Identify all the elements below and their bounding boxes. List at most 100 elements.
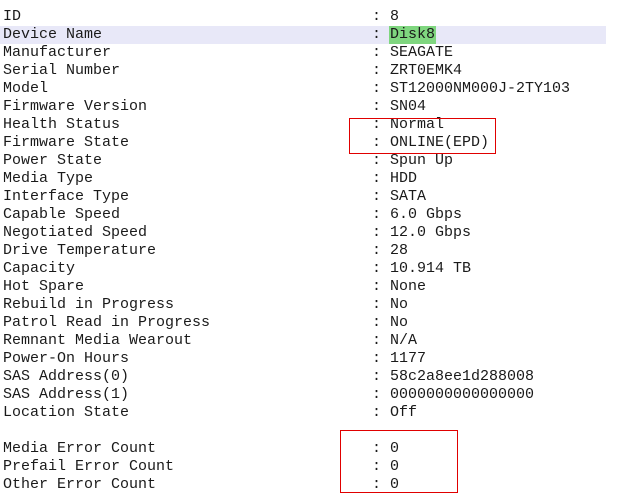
annotation-box-errors xyxy=(340,430,458,493)
property-label: Other Error Count xyxy=(3,476,157,493)
property-value: 28 xyxy=(390,242,409,259)
property-row[interactable]: Remnant Media Wearout: N/A xyxy=(0,332,606,350)
separator: : xyxy=(372,152,382,169)
property-row[interactable]: Serial Number: ZRT0EMK4 xyxy=(0,62,606,80)
property-label: Serial Number xyxy=(3,62,121,79)
separator: : xyxy=(372,8,382,25)
separator: : xyxy=(372,44,382,61)
separator: : xyxy=(372,80,382,97)
separator: : xyxy=(372,404,382,421)
property-label: Interface Type xyxy=(3,188,130,205)
property-label: ID xyxy=(3,8,22,25)
property-row[interactable]: Manufacturer: SEAGATE xyxy=(0,44,606,62)
property-row[interactable]: Prefail Error Count:0 xyxy=(0,458,606,476)
property-label: Patrol Read in Progress xyxy=(3,314,211,331)
property-row[interactable]: ID:8 xyxy=(0,8,606,26)
separator: : xyxy=(372,440,382,457)
annotation-box-health xyxy=(349,118,496,154)
property-value: Off xyxy=(390,404,418,421)
property-value: SATA xyxy=(390,188,427,205)
property-row[interactable]: Device Name: Disk8 xyxy=(0,26,606,44)
separator: : xyxy=(372,350,382,367)
property-row[interactable]: Location State: Off xyxy=(0,404,606,422)
property-row[interactable]: Media Error Count:0 xyxy=(0,440,606,458)
property-row[interactable]: Negotiated Speed:12.0 Gbps xyxy=(0,224,606,242)
property-row[interactable]: SAS Address(0):58c2a8ee1d288008 xyxy=(0,368,606,386)
property-row[interactable]: Media Type: HDD xyxy=(0,170,606,188)
property-value: 10.914 TB xyxy=(390,260,472,277)
property-value: 8 xyxy=(390,8,400,25)
property-row[interactable]: Interface Type: SATA xyxy=(0,188,606,206)
property-label: Device Name xyxy=(3,26,103,43)
property-value: SEAGATE xyxy=(390,44,454,61)
property-label: Capacity xyxy=(3,260,76,277)
property-row[interactable]: SAS Address(1):0000000000000000 xyxy=(0,386,606,404)
separator: : xyxy=(372,188,382,205)
separator: : xyxy=(372,134,382,151)
property-value: Disk8 xyxy=(389,26,437,44)
property-label: Hot Spare xyxy=(3,278,85,295)
property-label: Media Type xyxy=(3,170,94,187)
property-label: Firmware State xyxy=(3,134,130,151)
separator: : xyxy=(372,458,382,475)
property-value: ST12000NM000J-2TY103 xyxy=(390,80,571,97)
property-value: 0 xyxy=(390,476,400,493)
property-row[interactable]: Other Error Count:0 xyxy=(0,476,606,494)
property-value: ZRT0EMK4 xyxy=(390,62,463,79)
property-value: Spun Up xyxy=(390,152,454,169)
property-value: SN04 xyxy=(390,98,427,115)
property-value: 58c2a8ee1d288008 xyxy=(390,368,535,385)
property-label: Drive Temperature xyxy=(3,242,157,259)
separator: : xyxy=(372,368,382,385)
property-label: Location State xyxy=(3,404,130,421)
property-value: ONLINE(EPD) xyxy=(390,134,490,151)
property-row[interactable]: Power State: Spun Up xyxy=(0,152,606,170)
separator: : xyxy=(372,170,382,187)
separator: : xyxy=(372,116,382,133)
property-value: HDD xyxy=(390,170,418,187)
property-label: Capable Speed xyxy=(3,206,121,223)
property-row[interactable]: Capable Speed:6.0 Gbps xyxy=(0,206,606,224)
property-value: 1177 xyxy=(390,350,427,367)
property-label: Manufacturer xyxy=(3,44,112,61)
separator: : xyxy=(372,224,382,241)
property-value: None xyxy=(390,278,427,295)
property-row[interactable]: Rebuild in Progress: No xyxy=(0,296,606,314)
property-row[interactable]: Health Status: Normal xyxy=(0,116,606,134)
property-label: Rebuild in Progress xyxy=(3,296,175,313)
property-label: Health Status xyxy=(3,116,121,133)
property-value: 12.0 Gbps xyxy=(390,224,472,241)
property-row[interactable]: Power-On Hours:1177 xyxy=(0,350,606,368)
property-row[interactable]: Patrol Read in Progress: No xyxy=(0,314,606,332)
separator: : xyxy=(372,260,382,277)
separator: : xyxy=(372,314,382,331)
property-value: No xyxy=(390,314,409,331)
separator: : xyxy=(372,386,382,403)
property-row[interactable]: Firmware State: ONLINE(EPD) xyxy=(0,134,606,152)
property-value: 6.0 Gbps xyxy=(390,206,463,223)
separator: : xyxy=(372,26,382,43)
property-value: Normal xyxy=(390,116,445,133)
property-value: 0 xyxy=(390,440,400,457)
separator: : xyxy=(372,206,382,223)
property-row[interactable]: Capacity:10.914 TB xyxy=(0,260,606,278)
property-label: Media Error Count xyxy=(3,440,157,457)
property-row[interactable]: Firmware Version: SN04 xyxy=(0,98,606,116)
property-label: SAS Address(1) xyxy=(3,386,130,403)
property-label: Negotiated Speed xyxy=(3,224,148,241)
property-row[interactable]: Hot Spare: None xyxy=(0,278,606,296)
separator: : xyxy=(372,296,382,313)
separator: : xyxy=(372,476,382,493)
separator: : xyxy=(372,98,382,115)
property-value: 0 xyxy=(390,458,400,475)
separator: : xyxy=(372,278,382,295)
property-row[interactable]: Drive Temperature:28 xyxy=(0,242,606,260)
property-value: No xyxy=(390,296,409,313)
property-label: Firmware Version xyxy=(3,98,148,115)
property-row[interactable]: Model: ST12000NM000J-2TY103 xyxy=(0,80,606,98)
separator: : xyxy=(372,332,382,349)
property-label: Power State xyxy=(3,152,103,169)
separator: : xyxy=(372,242,382,259)
property-label: Remnant Media Wearout xyxy=(3,332,193,349)
property-label: Prefail Error Count xyxy=(3,458,175,475)
